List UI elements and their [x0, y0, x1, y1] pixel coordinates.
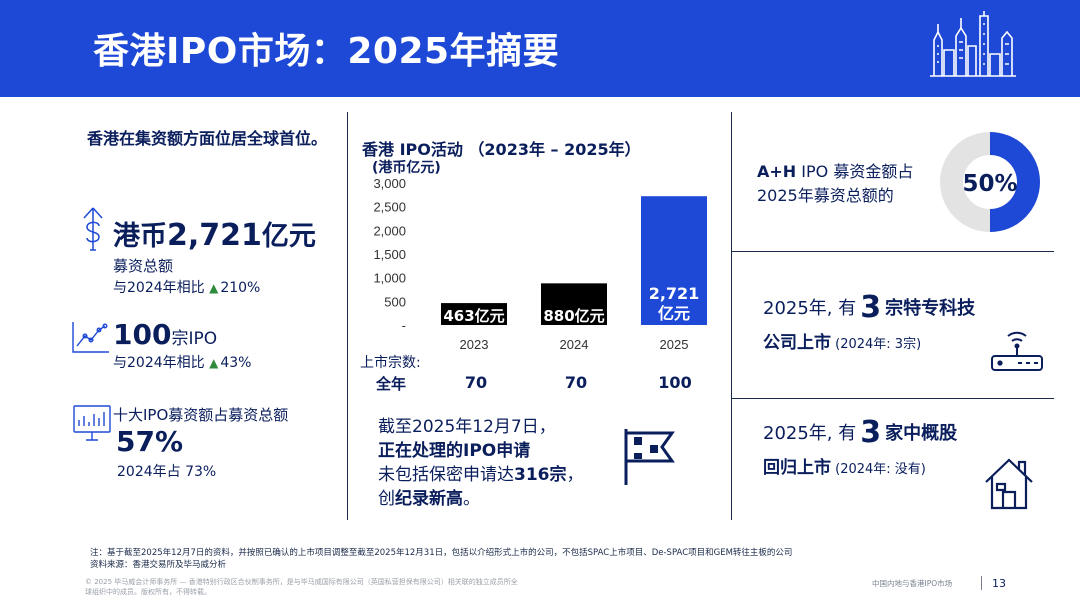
y-tick-label: 1,500	[373, 247, 406, 262]
footnote: 注：基于截至2025年12月7日的资料，并按照已确认的上市项目调整至截至2025…	[90, 548, 793, 558]
up-triangle-icon: ▲	[209, 356, 219, 370]
ipo-count-unit: 宗IPO	[171, 329, 218, 349]
bar-2023	[441, 303, 507, 325]
count-value-2024: 70	[564, 373, 588, 392]
line-chart-icon	[72, 322, 109, 353]
proceeds-amount: 港币2,721亿元	[113, 214, 316, 253]
china-number: 3	[860, 415, 882, 450]
proceeds-number: 2,721	[167, 218, 262, 253]
proceeds-change: 210%	[220, 280, 261, 296]
left-heading: 香港在集资额方面位居全球首位。	[87, 129, 328, 148]
china-listing-line: 2025年, 有 3 家中概股	[763, 415, 957, 450]
chart-title: 香港 IPO活动 （2023年 – 2025年）	[362, 140, 641, 159]
ipo-count-number: 100	[113, 318, 172, 351]
ah-share-text: A+H IPO 募资金额占 2025年募资总额的	[757, 160, 947, 208]
house-icon	[985, 458, 1033, 510]
y-tick-label: -	[402, 318, 406, 333]
tech-post: 宗特专科技	[885, 298, 976, 319]
china-pre: 2025年, 有	[763, 423, 857, 444]
bar-2025	[641, 196, 707, 325]
dollar-growth-icon	[83, 207, 103, 251]
pending-line-4: 创纪录新高。	[378, 489, 480, 509]
top10-note: 2024年占 73%	[117, 464, 217, 480]
tech-pre: 2025年, 有	[763, 298, 857, 319]
y-tick-label: 2,000	[373, 223, 406, 238]
router-wifi-icon	[991, 331, 1043, 371]
proceeds-suffix: 亿元	[261, 221, 316, 252]
data-label-2025: 2,721	[649, 284, 700, 303]
right-divider-2	[732, 398, 1054, 399]
y-tick-label: 2,500	[373, 200, 406, 215]
donut-center-label: 50%	[962, 171, 1017, 197]
count-value-2023: 70	[464, 373, 488, 392]
y-tick-label: 500	[384, 294, 406, 309]
ipo-compare: 与2024年相比	[113, 355, 205, 371]
top10-label: 十大IPO募资额占募资总额	[113, 406, 289, 424]
proceeds-compare: 与2024年相比	[113, 280, 205, 296]
china-note: (2024年: 没有)	[831, 462, 926, 477]
pending-line-2: 正在处理的IPO申请	[378, 441, 531, 461]
count-label: 上市宗数:	[360, 355, 421, 371]
page-title: 香港IPO市场：2025年摘要	[93, 31, 560, 72]
pending-line-1: 截至2025年12月7日，	[378, 417, 556, 437]
pending-line-3: 未包括保密申请达316宗，	[378, 465, 584, 485]
top10-value: 57%	[116, 425, 184, 458]
y-tick-label: 1,000	[373, 271, 406, 286]
pending-applications-text: 截至2025年12月7日， 正在处理的IPO申请 未包括保密申请达316宗， 创…	[378, 415, 618, 511]
tech-number: 3	[860, 290, 882, 325]
tech-listing-line: 2025年, 有 3 宗特专科技	[763, 290, 975, 325]
ipo-change: 43%	[220, 355, 252, 371]
header-banner: 香港IPO市场：2025年摘要	[0, 0, 1080, 97]
proceeds-prefix: 港币	[113, 221, 167, 252]
ipo-bar-chart: - 500 1,000 1,500 2,000 2,500 3,000 463亿元 2023 88…	[373, 176, 707, 352]
source-note: 资料来源：香港交易所及毕马威分析	[90, 560, 227, 570]
city-skyline-icon	[930, 11, 1016, 77]
count-value-2025: 100	[658, 373, 692, 392]
ah-line-1: A+H IPO 募资金额占	[757, 162, 914, 181]
copyright-line-1: © 2025 毕马威会计师事务所 — 香港特别行政区合伙制事务所，是与毕马威国际…	[85, 578, 518, 586]
china-sub-line: 回归上市 (2024年: 没有)	[763, 453, 926, 478]
x-tick-label: 2023	[460, 337, 489, 352]
flag-icon	[624, 429, 675, 485]
proceeds-label: 募资总额	[113, 257, 174, 275]
ipo-compare-line: 与2024年相比 ▲ 43%	[113, 352, 251, 372]
y-tick-label: 3,000	[373, 176, 406, 191]
data-label-2024: 880亿元	[543, 307, 604, 325]
data-label-2023: 463亿元	[443, 307, 504, 325]
china-post: 家中概股	[885, 423, 958, 444]
ah-share-donut-chart: 50%	[940, 132, 1040, 232]
tech-sub-line: 公司上市 (2024年: 3宗)	[763, 328, 921, 353]
tech-sub: 公司上市	[763, 333, 831, 353]
copyright-line-2: 球组织中的成员。版权所有，不得转载。	[85, 588, 211, 596]
footer-doc-title: 中国内地与香港IPO市场	[872, 579, 953, 588]
china-sub: 回归上市	[763, 458, 831, 478]
up-triangle-icon: ▲	[209, 281, 219, 295]
bar-2024	[541, 283, 607, 325]
x-tick-label: 2025	[660, 337, 689, 352]
x-tick-label: 2024	[560, 337, 589, 352]
column-divider-left	[347, 112, 348, 520]
monitor-chart-icon	[73, 405, 111, 441]
tech-note: (2024年: 3宗)	[831, 337, 922, 352]
right-divider-1	[732, 251, 1054, 252]
ah-line-2: 2025年募资总额的	[757, 186, 894, 205]
ipo-count: 100宗IPO	[113, 318, 217, 351]
count-label-year: 全年	[376, 375, 407, 393]
column-divider-right	[731, 112, 732, 520]
chart-unit: (港币亿元)	[372, 160, 441, 176]
proceeds-compare-line: 与2024年相比 ▲ 210%	[113, 277, 260, 297]
footer-separator	[981, 576, 982, 590]
donut-hole	[963, 155, 1017, 209]
page-number: 13	[992, 577, 1006, 590]
data-label-unit-2025: 亿元	[658, 304, 690, 323]
